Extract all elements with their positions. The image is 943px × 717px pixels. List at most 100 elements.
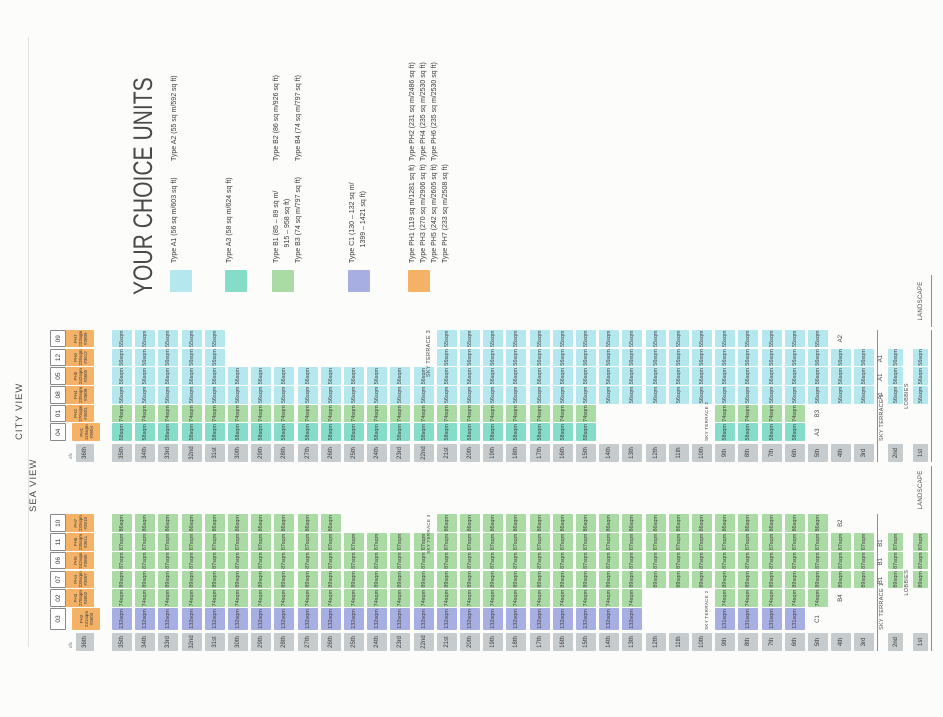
unit-cell: 56sqm	[529, 367, 550, 385]
unit-cell: 132sqm	[552, 608, 573, 630]
legend-text-column: Type B1 (85 – 89 sq m/ 915 – 958 sq ft) …	[273, 177, 302, 263]
unit-cell: 86sqm	[204, 514, 225, 532]
ground-type-letter: B1	[878, 558, 884, 566]
unit-cell: 87sqm	[367, 533, 388, 551]
grid-bottom-line	[931, 330, 932, 462]
unit-cell: 74sqm	[483, 404, 504, 423]
floor-label: 35th	[112, 444, 132, 462]
unit-cell: 89sqm	[645, 570, 666, 589]
unit-cell: 55sqm	[112, 330, 132, 348]
tower-grid-city-view: CITY VIEW 04 01 08 05 12 09 PH1 119sqm #3604 PH3 27…	[0, 262, 943, 462]
unit-cell: 87sqm	[913, 551, 928, 570]
unit-cell: 87sqm	[506, 533, 527, 551]
unit-cell: 87sqm	[784, 551, 805, 570]
unit-cell: 86sqm	[622, 514, 643, 532]
floor-label: 3rd	[854, 444, 875, 462]
unit-cell: 87sqm	[599, 551, 620, 570]
unit-cell: 55sqm	[738, 330, 759, 348]
floor-label: 21st	[436, 444, 457, 462]
unit-cell: 56sqm	[854, 348, 875, 367]
unit-cell: 58sqm	[761, 423, 782, 441]
floor-label: 25th	[344, 444, 364, 462]
unit-cell: 87sqm	[692, 533, 712, 551]
unit-cell: 56sqm	[436, 367, 457, 385]
unit-cell: 131sqm	[784, 608, 805, 630]
unit-cell: 87sqm	[506, 551, 527, 570]
floor-label: 16th	[552, 633, 573, 651]
unit-cell: 56sqm	[204, 348, 225, 367]
unit-cell: 56sqm	[460, 386, 480, 404]
unit-cell: 56sqm	[831, 367, 852, 385]
unit-cell: 74sqm	[158, 404, 179, 423]
unit-cell: 56sqm	[320, 367, 341, 385]
floor-label: 15th	[576, 444, 596, 462]
unit-cell: 58sqm	[436, 423, 457, 441]
unit-cell: 74sqm	[761, 589, 782, 607]
stack-header: 03	[50, 608, 66, 630]
unit-cell: 56sqm	[599, 367, 620, 385]
sky-terrace-3-label: SKY TERRACE 3	[426, 330, 432, 378]
landscape-label: LANDSCAPE	[918, 470, 924, 510]
stack-header: 04	[50, 423, 66, 441]
floor-label: 14th	[599, 444, 620, 462]
unit-cell: 55sqm	[645, 330, 666, 348]
unit-cell: 56sqm	[576, 386, 596, 404]
unit-cell: 86sqm	[599, 514, 620, 532]
legend-text-column: Type A3 (58 sq m/624 sq ft)	[226, 177, 233, 263]
floor-label: 33rd	[158, 444, 179, 462]
unit-cell: 74sqm	[483, 589, 504, 607]
unit-type-letter: B3	[815, 409, 821, 418]
floor-label: 13th	[622, 444, 643, 462]
unit-cell: 87sqm	[645, 551, 666, 570]
unit-cell: 86sqm	[274, 514, 295, 532]
unit-cell: 87sqm	[808, 533, 828, 551]
legend-text-column: Type A1 (56 sq m/603 sq ft)	[171, 177, 178, 263]
unit-type-letter: A3	[815, 428, 821, 436]
floor-label: 17th	[529, 633, 550, 651]
unit-cell: 74sqm	[251, 589, 272, 607]
unit-cell: 56sqm	[506, 367, 527, 385]
unit-cell: 56sqm	[274, 386, 295, 404]
unit-cell: 87sqm	[112, 551, 132, 570]
unit-cell: 87sqm	[854, 533, 875, 551]
unit-cell: 86sqm	[297, 514, 318, 532]
unit-cell: 58sqm	[204, 423, 225, 441]
unit-cell: 56sqm	[854, 367, 875, 385]
unit-cell: 87sqm	[320, 551, 341, 570]
unit-cell: 58sqm	[112, 423, 132, 441]
floor-label: 13th	[622, 633, 643, 651]
unit-cell: 132sqm	[483, 608, 504, 630]
unit-cell: 58sqm	[251, 423, 272, 441]
unit-cell: 56sqm	[529, 386, 550, 404]
unit-cell: 89sqm	[913, 570, 928, 589]
legend-text-column: Type PH2 (231 sq m/2486 sq ft) Type PH4 …	[409, 62, 438, 161]
unit-cell: 55sqm	[460, 330, 480, 348]
unit-cell: 89sqm	[668, 570, 689, 589]
unit-cell: 58sqm	[158, 423, 179, 441]
unit-cell: 56sqm	[715, 367, 736, 385]
unit-cell: 74sqm	[135, 404, 156, 423]
ground-type-letter: A1	[878, 354, 884, 363]
floor-label: 29th	[251, 633, 272, 651]
unit-cell: 56sqm	[668, 386, 689, 404]
unit-cell: 58sqm	[576, 423, 596, 441]
unit-cell: 56sqm	[181, 367, 202, 385]
unit-cell: 86sqm	[576, 514, 596, 532]
floor-label: 1st	[913, 633, 928, 651]
unit-cell: 87sqm	[274, 551, 295, 570]
unit-cell: 86sqm	[460, 514, 480, 532]
legend-text-column: Type A2 (55 sq m/592 sq ft)	[171, 75, 178, 161]
ph-unit-cell: PH6 235sqm #3611	[66, 533, 94, 551]
unit-cell: 87sqm	[715, 533, 736, 551]
unit-cell: 87sqm	[274, 533, 295, 551]
unit-cell: 87sqm	[204, 551, 225, 570]
unit-cell: 87sqm	[344, 533, 364, 551]
unit-cell: 56sqm	[576, 348, 596, 367]
unit-cell: 132sqm	[460, 608, 480, 630]
unit-cell: 74sqm	[576, 589, 596, 607]
floor-label: 7th	[761, 633, 782, 651]
floor-label: 23rd	[390, 444, 411, 462]
unit-cell: 74sqm	[529, 404, 550, 423]
unit-cell: 86sqm	[808, 514, 828, 532]
unit-cell: 55sqm	[135, 330, 156, 348]
